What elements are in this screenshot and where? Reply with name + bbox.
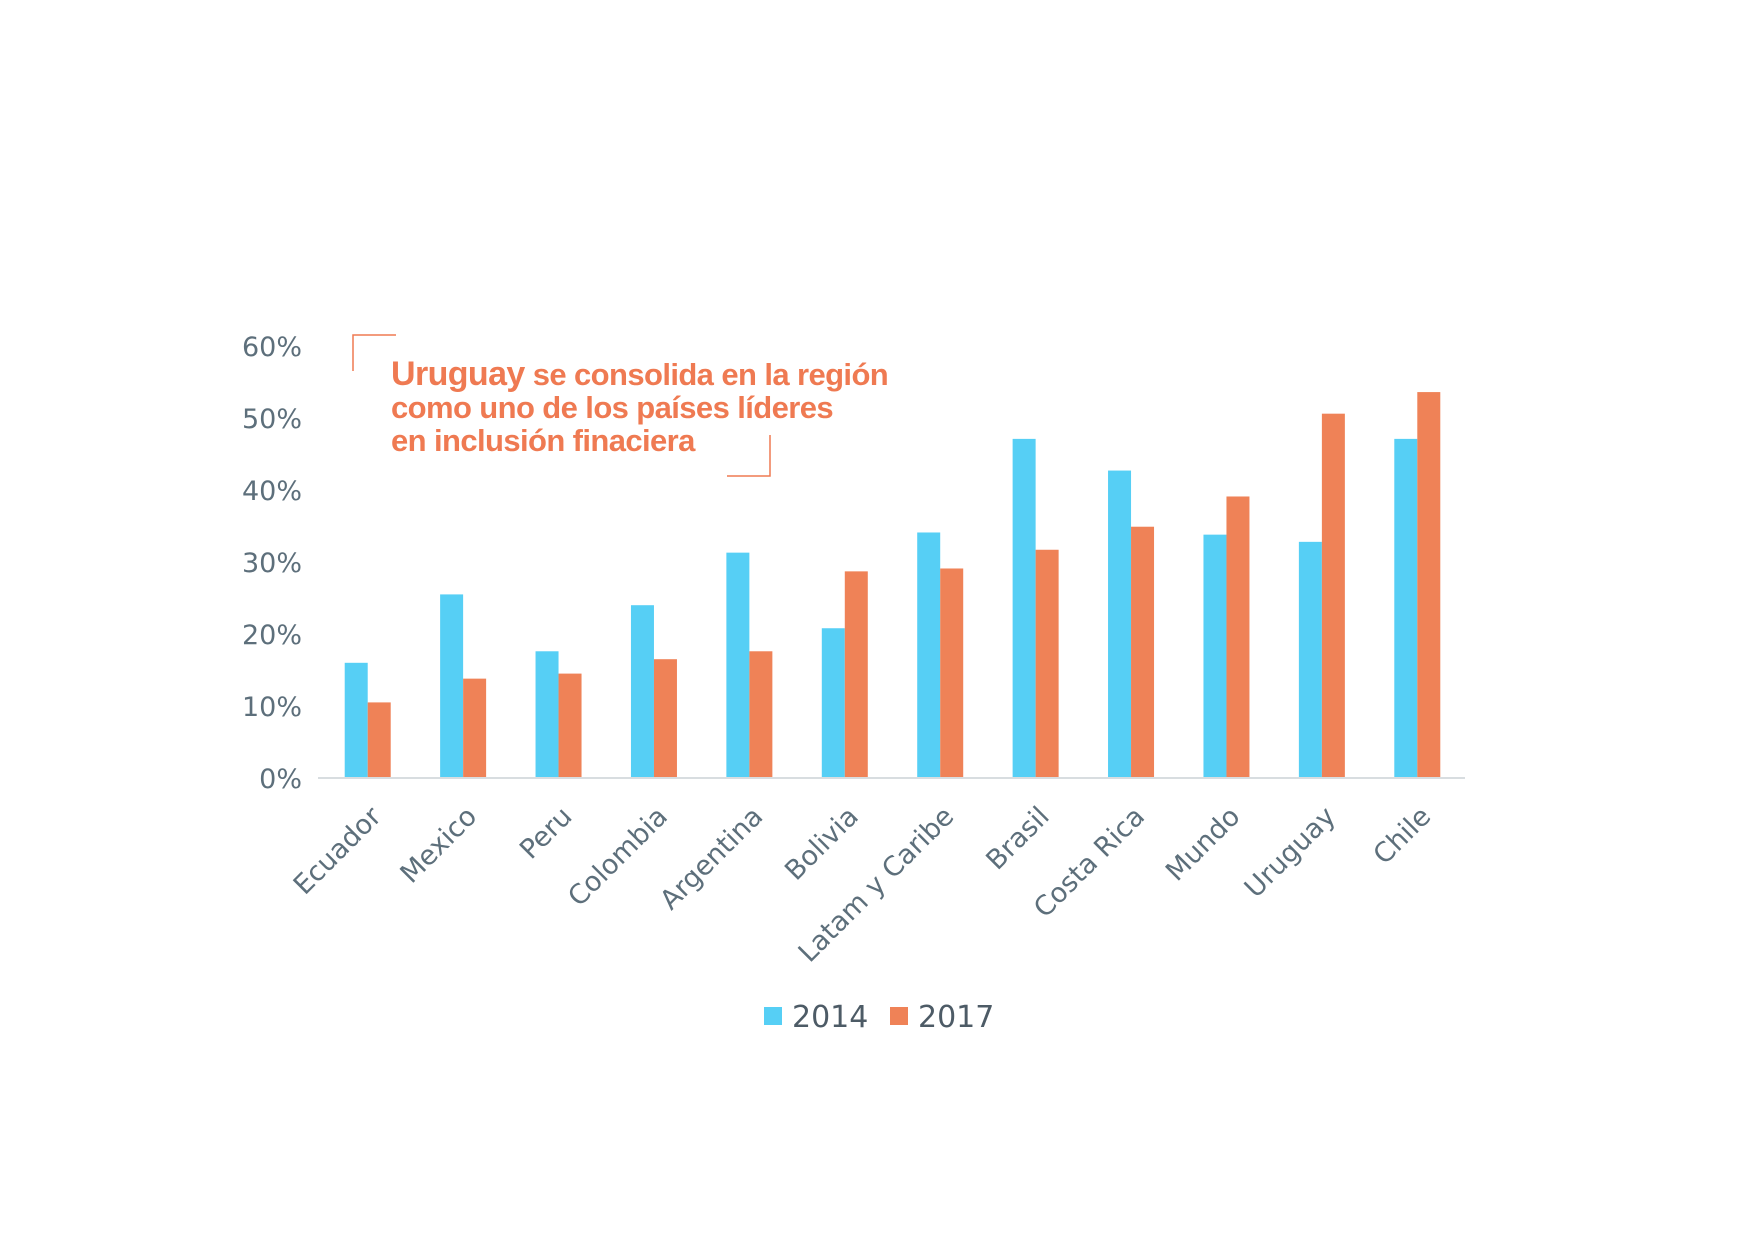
x-tick-label: Mundo — [1160, 801, 1246, 887]
legend: 2014 2017 — [764, 1000, 994, 1035]
bar-2017-bolivia — [844, 571, 868, 778]
bar-2014-chile — [1394, 438, 1418, 778]
bar-2014-colombia — [630, 605, 654, 778]
bar-2017-uruguay — [1321, 413, 1345, 778]
bar-2014-mundo — [1203, 534, 1227, 778]
bar-2017-ecuador — [367, 702, 391, 778]
callout-corner-bottom-right — [727, 435, 771, 477]
y-tick-label: 60% — [242, 332, 302, 363]
bar-2017-latam-y-caribe — [940, 568, 964, 778]
legend-label-2017: 2017 — [918, 1000, 994, 1035]
bar-2014-uruguay — [1298, 541, 1322, 778]
x-tick-label: Mexico — [394, 801, 483, 890]
bars — [344, 392, 1441, 778]
x-tick-label: Chile — [1368, 801, 1438, 871]
y-tick-label: 30% — [242, 548, 302, 579]
callout-corner-top-left — [352, 334, 396, 371]
y-axis: 0% 10% 20% 30% 40% 50% 60% — [242, 332, 302, 795]
bar-2014-brasil — [1012, 438, 1036, 778]
bar-2014-costa-rica — [1108, 470, 1132, 778]
headline-highlight: Uruguay — [391, 355, 525, 393]
y-tick-label: 0% — [259, 764, 302, 795]
headline-callout: Uruguay se consolida en la región como u… — [352, 334, 889, 477]
bar-2014-mexico — [440, 594, 464, 778]
legend-swatch-2017 — [890, 1007, 908, 1025]
headline-line-1-rest: se consolida en la región — [525, 357, 888, 392]
x-tick-label: Brasil — [980, 801, 1055, 876]
y-tick-label: 50% — [242, 404, 302, 435]
bar-2017-chile — [1417, 392, 1441, 778]
bar-2014-latam-y-caribe — [917, 532, 941, 778]
headline-line-1: Uruguay se consolida en la región — [391, 355, 888, 393]
y-tick-label: 40% — [242, 476, 302, 507]
bar-2017-mundo — [1226, 496, 1250, 778]
x-tick-label: Uruguay — [1239, 801, 1342, 904]
x-tick-label: Peru — [514, 801, 578, 865]
headline-line-3: en inclusión finaciera — [391, 423, 696, 458]
bar-2014-peru — [535, 651, 559, 778]
legend-label-2014: 2014 — [792, 1000, 868, 1035]
bar-2017-argentina — [749, 651, 773, 778]
y-tick-label: 20% — [242, 620, 302, 651]
x-tick-label: Ecuador — [288, 800, 389, 901]
bar-2017-costa-rica — [1131, 526, 1155, 778]
y-tick-label: 10% — [242, 692, 302, 723]
x-tick-label: Argentina — [654, 801, 769, 916]
bar-2017-peru — [558, 673, 582, 778]
bar-2017-mexico — [463, 678, 487, 778]
bar-2014-bolivia — [821, 628, 845, 778]
bar-2017-colombia — [653, 659, 677, 778]
bar-2014-ecuador — [344, 662, 368, 778]
x-tick-label: Bolivia — [779, 801, 865, 887]
bar-2014-argentina — [726, 552, 750, 778]
headline-line-2: como uno de los países líderes — [391, 390, 833, 425]
bar-2017-brasil — [1035, 549, 1059, 778]
legend-swatch-2014 — [764, 1007, 782, 1025]
